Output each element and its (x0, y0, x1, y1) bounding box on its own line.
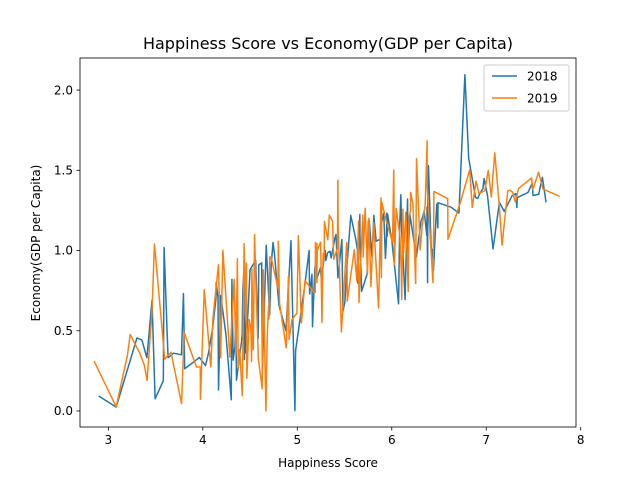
x-tick-label: 7 (482, 433, 490, 447)
y-tick-label: 2.0 (54, 83, 73, 97)
axes-frame (79, 57, 577, 428)
legend: 2018 2019 (483, 64, 570, 112)
series-line-2019 (93, 140, 560, 412)
x-tick-label: 8 (577, 433, 585, 447)
series-layer (93, 73, 560, 412)
y-tick-label: 1.0 (54, 244, 73, 258)
y-tick-label: 1.5 (54, 164, 73, 178)
y-axis-label: Economy(GDP per Capita) (29, 165, 43, 322)
x-tick-label: 4 (199, 433, 207, 447)
legend-label-2018: 2018 (527, 69, 558, 83)
y-tick-label: 0.5 (54, 324, 73, 338)
x-tick-label: 6 (388, 433, 396, 447)
axes-layer: 3 4 5 6 7 8 0.0 0.5 1.0 1.5 2.0 (54, 57, 585, 447)
y-tick-label: 0.0 (54, 404, 73, 418)
x-tick-label: 5 (293, 433, 301, 447)
legend-label-2019: 2019 (527, 91, 558, 105)
chart-title: Happiness Score vs Economy(GDP per Capit… (143, 34, 513, 53)
x-tick-label: 3 (105, 433, 113, 447)
x-axis-label: Happiness Score (278, 456, 378, 470)
